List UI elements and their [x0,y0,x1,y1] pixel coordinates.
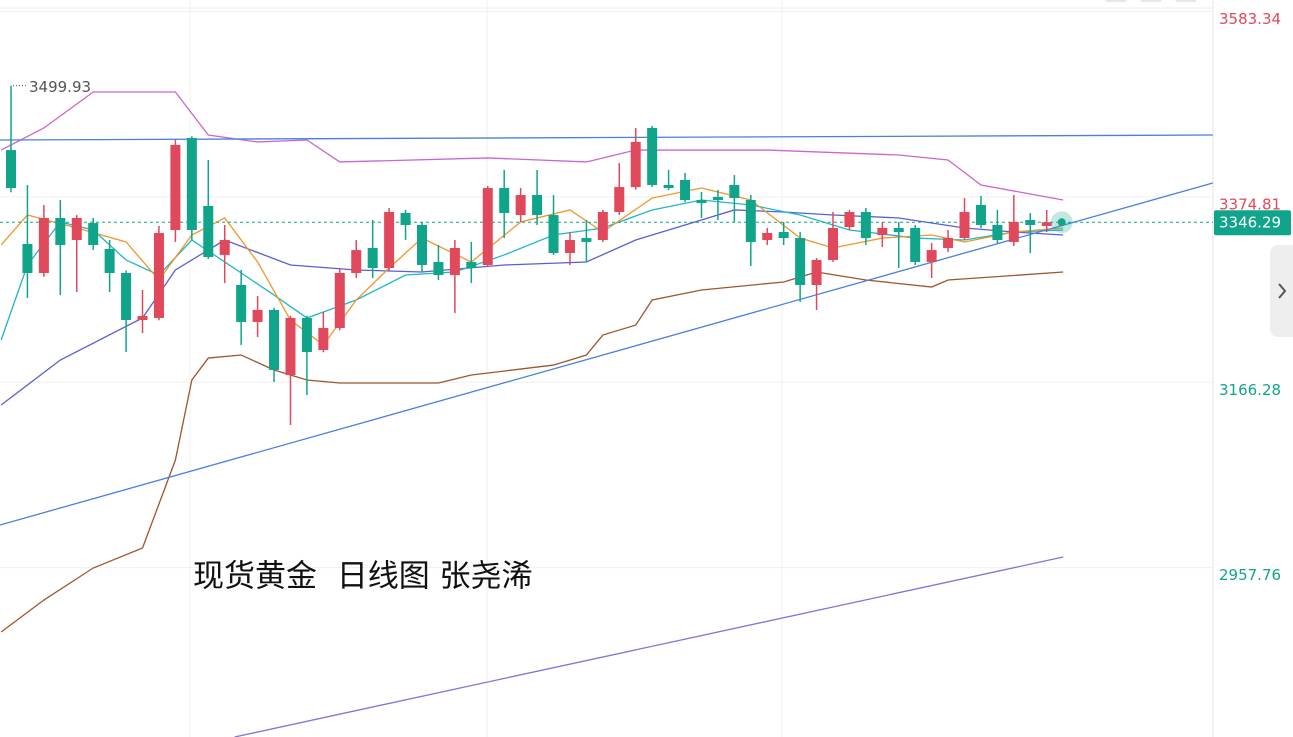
candle-body [55,217,66,245]
indicator-line [234,556,1064,737]
candle-body [1041,222,1052,226]
side-tab[interactable] [1270,245,1293,337]
y-tick-label: 3374.81 [1219,195,1281,213]
candle-body [762,232,773,241]
candle-body [153,232,164,318]
candle-body [269,309,280,370]
candle-body [203,205,214,257]
candle-body [38,217,49,273]
toolbar-button[interactable] [1105,0,1127,2]
candle-body [581,238,592,242]
candle-body [104,248,115,273]
candle-body [548,215,559,253]
candle-body [893,228,904,233]
candle-body [975,204,986,225]
toolbar-button[interactable] [1140,0,1162,2]
candle-body [433,261,444,276]
candle-body [778,232,789,239]
candle-body [943,238,954,249]
candle-body [992,224,1003,241]
candle-body [318,328,329,350]
candle-body [334,272,345,329]
candle-body [614,187,625,213]
candle-body [22,244,33,273]
candle-body [959,212,970,239]
side-tab-bg[interactable] [1270,245,1293,337]
last-price-box [1214,210,1291,236]
y-tick-label: 3583.34 [1219,10,1281,28]
chevron[interactable] [1278,283,1287,299]
candle-body [170,144,181,230]
last-price-label: 3346.29 [1219,214,1281,232]
candle-body [696,200,707,204]
indicator-line [0,134,1213,141]
y-tick-label: 2957.76 [1219,566,1281,584]
chart-title: 现货黄金 日线图 张尧浠 [193,559,533,595]
candle-body [400,212,411,225]
candle-body [1008,221,1019,242]
y-tick-label: 3166.28 [1219,381,1281,399]
candle-body [926,250,937,262]
candle-body [712,196,723,201]
candle-body [745,200,756,242]
candle-body [795,238,806,285]
candle-body [351,250,362,273]
plot [0,11,1213,737]
candle-body [285,317,296,376]
candle-body [515,195,526,216]
candle-body [532,195,543,216]
candle-body [466,261,477,269]
candle-body [680,180,691,201]
candle-body [301,317,312,353]
last-price-dot [1057,218,1066,227]
candle-body [367,248,378,269]
candle-body [482,188,493,265]
candle-body [252,309,263,322]
candle-body [828,228,838,261]
candle-body [219,240,230,255]
toolbar-button[interactable] [1175,0,1197,2]
candle-body [499,188,510,213]
candle-body [384,212,395,269]
candle-body [564,240,575,253]
candle-body [449,248,460,276]
indicator-line [0,91,1064,201]
high-label: 3499.93 [29,78,91,96]
candle-body [630,141,641,188]
candle-body [860,212,871,239]
candle-body [597,212,608,241]
candle-body [88,223,99,245]
candle-body [137,316,148,321]
candle-body [877,228,888,236]
candle-body [1025,220,1036,225]
candle-body [910,228,921,262]
candle-body [186,137,197,230]
candle-body [71,217,82,241]
candle-body [844,212,855,228]
candle-body [417,224,427,265]
candle-body [121,272,132,321]
candle-body [647,128,658,185]
candle-body [811,260,822,285]
candle-body [6,150,16,189]
candle-body [729,184,740,199]
candle-body [663,184,674,189]
candle-body [236,284,247,322]
